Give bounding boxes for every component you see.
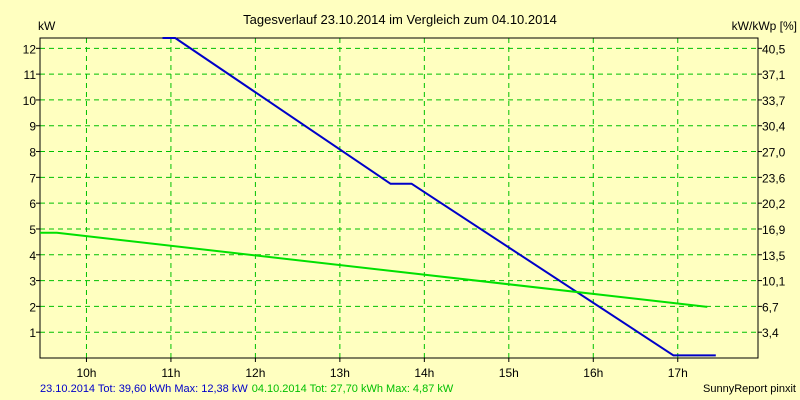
y-tick-label-right: 40,5 <box>762 42 786 56</box>
footer-blue-summary: 23.10.2014 Tot: 39,60 kWh Max: 12,38 kW <box>40 383 248 395</box>
x-tick-label: 17h <box>668 366 688 380</box>
series-lines <box>40 37 716 357</box>
y-tick-label-right: 6,7 <box>762 300 779 314</box>
y-tick-label-right: 27,0 <box>762 146 786 160</box>
x-tick-label: 10h <box>76 366 96 380</box>
y-tick-label-left: 1 <box>29 326 36 340</box>
y-tick-label-right: 10,1 <box>762 275 786 289</box>
y-tick-label-right: 3,4 <box>762 326 779 340</box>
y-tick-label-left: 6 <box>29 197 36 211</box>
y-tick-label-right: 33,7 <box>762 94 786 108</box>
footer-summary: 23.10.2014 Tot: 39,60 kWh Max: 12,38 kW 0… <box>40 383 454 395</box>
y-tick-label-right: 20,2 <box>762 197 786 211</box>
series-line-23-10-2014 <box>162 37 716 357</box>
x-tick-label: 16h <box>583 366 603 380</box>
plot-border <box>39 37 759 359</box>
x-tick-label: 12h <box>245 366 265 380</box>
series-line-04-10-2014 <box>40 231 708 308</box>
y-tick-label-left: 9 <box>29 120 36 134</box>
y-tick-label-left: 7 <box>29 171 36 185</box>
y-tick-label-left: 12 <box>23 42 37 56</box>
y-tick-label-right: 16,9 <box>762 223 786 237</box>
chart-title: Tagesverlauf 23.10.2014 im Vergleich zum… <box>243 12 557 27</box>
x-tick-label: 14h <box>414 366 434 380</box>
y-tick-label-left: 8 <box>29 146 36 160</box>
y-tick-label-right: 13,5 <box>762 249 786 263</box>
x-tick-label: 11h <box>161 366 180 380</box>
x-tick-label: 15h <box>499 366 519 380</box>
y-tick-label-left: 2 <box>29 300 36 314</box>
footer-credit: SunnyReport pinxit <box>703 383 796 395</box>
y-tick-label-right: 37,1 <box>762 68 786 82</box>
y-tick-label-right: 23,6 <box>762 171 786 185</box>
y-tick-label-left: 10 <box>23 94 37 108</box>
y-tick-label-left: 3 <box>29 275 36 289</box>
y-axis-right-label: kW/kWp [%] <box>732 19 797 33</box>
y-tick-label-right: 30,4 <box>762 120 786 134</box>
grid-lines <box>40 38 758 358</box>
y-axis-left-label: kW <box>38 19 56 33</box>
y-tick-label-left: 5 <box>29 223 36 237</box>
y-tick-label-left: 11 <box>24 68 37 82</box>
footer-green-summary: 04.10.2014 Tot: 27,70 kWh Max: 4,87 kW <box>252 383 454 395</box>
x-tick-label: 13h <box>330 366 350 380</box>
y-tick-label-left: 4 <box>29 249 36 263</box>
tick-labels: 1234567891011123,46,710,113,516,920,223,… <box>23 42 786 380</box>
